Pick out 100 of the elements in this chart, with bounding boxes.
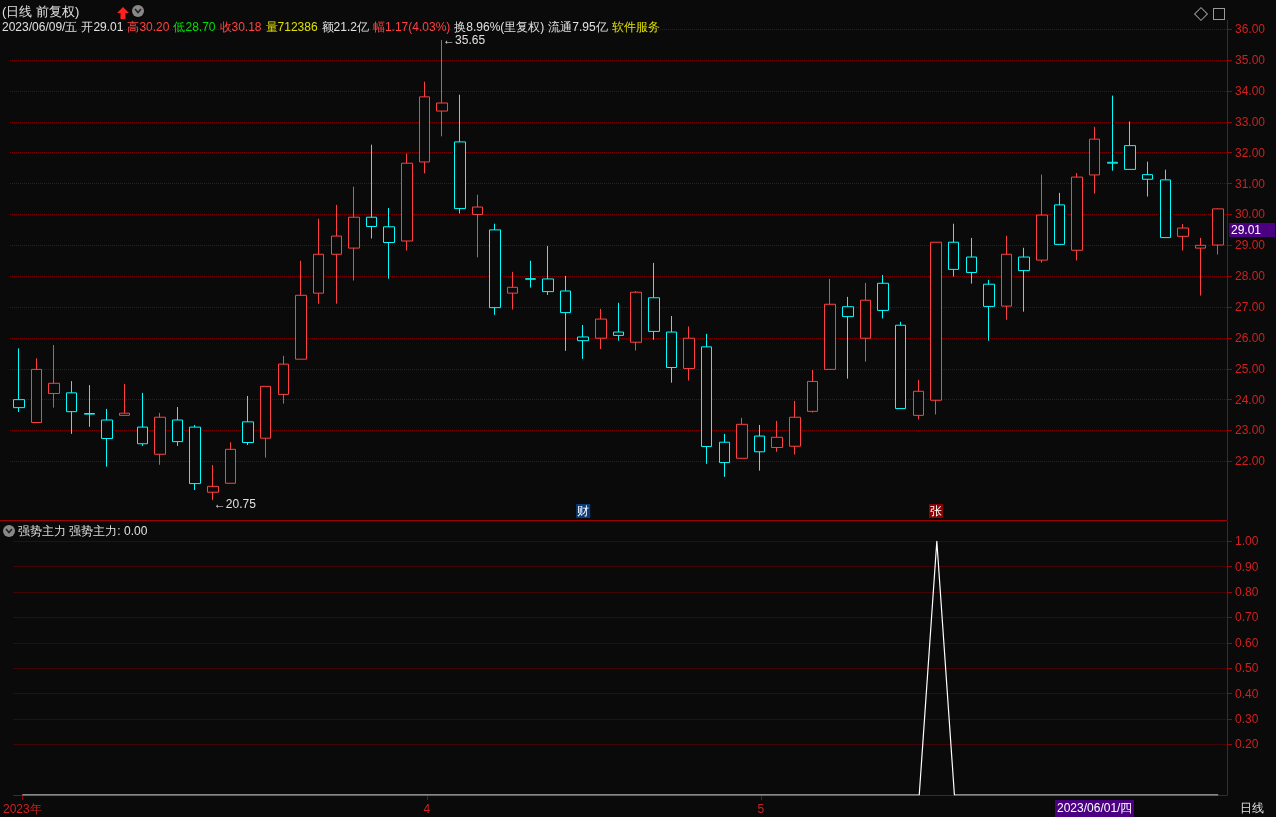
candlestick: [860, 282, 871, 363]
candlestick: [454, 94, 466, 215]
candlestick: [242, 395, 254, 446]
text: 2023/06/01/四: [1055, 800, 1135, 817]
candlestick: [542, 245, 554, 296]
candlestick: [525, 260, 536, 289]
candlestick: [789, 400, 801, 456]
candlestick: [48, 344, 60, 409]
y-tick-label: 22.00: [1235, 454, 1266, 469]
candlestick: [313, 218, 324, 305]
candlestick: [613, 302, 624, 342]
candlestick: [401, 153, 413, 252]
candlestick: [31, 357, 42, 423]
annotation: 量712386: [265, 19, 318, 36]
annotation: 幅1.17(4.03%): [372, 19, 451, 35]
candlestick: [260, 385, 271, 459]
candlestick: [1018, 247, 1030, 313]
candlestick: [383, 207, 395, 280]
y-tick-label: 0.20: [1235, 737, 1259, 752]
candlestick: [824, 278, 836, 370]
candlestick: [101, 408, 113, 468]
y-tick-label: 0.70: [1235, 610, 1259, 625]
candlestick: [560, 275, 571, 352]
candlestick: [771, 420, 783, 453]
candlestick: [1107, 95, 1118, 172]
candlestick: [754, 424, 765, 472]
x-tick-label: 4: [423, 802, 431, 816]
chart-title: (日线 前复权): [2, 3, 80, 21]
y-tick-label: 0.50: [1235, 661, 1259, 676]
y-tick-label: 26.00: [1235, 330, 1266, 345]
x-tick-label: 5: [757, 802, 765, 816]
annotation: 张: [929, 504, 942, 518]
candlestick: [66, 380, 77, 435]
candlestick: [895, 321, 906, 410]
y-tick-label: 0.40: [1235, 686, 1259, 701]
y-tick-label: 28.00: [1235, 269, 1266, 284]
candlestick: [877, 274, 889, 319]
candlestick: [1054, 192, 1065, 245]
candlestick: [719, 433, 730, 478]
candlestick: [983, 279, 995, 342]
text: 29.01: [1231, 223, 1262, 237]
y-tick-label: 32.00: [1235, 145, 1266, 160]
candlestick: [930, 241, 942, 415]
y-tick-label: 0.80: [1235, 585, 1259, 600]
y-tick-label: 1.00: [1235, 534, 1259, 549]
y-tick-label: 34.00: [1235, 83, 1266, 98]
candlestick: [630, 290, 642, 352]
candlestick: [419, 81, 430, 174]
text: 日线: [1240, 800, 1264, 817]
annotation: 2023/06/09/五: [2, 19, 78, 36]
candlestick: [913, 379, 924, 420]
annotation: 软件服务: [611, 19, 660, 36]
candlestick: [1001, 235, 1012, 321]
candlestick: [13, 347, 25, 413]
y-tick-label: 30.00: [1235, 207, 1266, 222]
candlestick: [507, 271, 518, 311]
candlestick: [948, 223, 959, 277]
candlestick: [683, 325, 695, 381]
y-tick-label: 25.00: [1235, 361, 1266, 376]
annotation: 额21.2亿: [321, 19, 369, 36]
candlestick: [666, 315, 677, 384]
y-tick-label: 23.00: [1235, 423, 1266, 438]
candlestick: [1212, 207, 1224, 256]
candlestick: [119, 383, 130, 416]
annotation: 低28.70: [173, 19, 216, 36]
candlestick: [966, 237, 977, 285]
candlestick: [842, 296, 854, 380]
candlestick: [137, 392, 148, 447]
y-tick-label: 0.60: [1235, 635, 1259, 650]
y-tick-label: 24.00: [1235, 392, 1266, 407]
annotation: 收30.18: [219, 19, 262, 36]
annotation: 换8.96%(里复权): [454, 19, 545, 35]
annotation: 流通7.95亿: [548, 19, 608, 36]
annotation: 强势主力: 0.00: [69, 524, 148, 538]
y-tick-label: 33.00: [1235, 114, 1266, 129]
candlestick: [154, 412, 166, 466]
candlestick: [1124, 121, 1136, 170]
candlestick: [366, 144, 377, 240]
y-tick-label: 0.30: [1235, 711, 1259, 726]
candlestick: [1195, 237, 1206, 297]
y-tick-label: 27.00: [1235, 300, 1266, 315]
y-tick-label: 0.90: [1235, 559, 1259, 574]
candlestick: [648, 262, 660, 341]
candlestick: [225, 441, 236, 484]
candlestick: [1071, 172, 1083, 261]
annotation: ←35.65: [443, 33, 486, 48]
annotation: ←20.75: [213, 496, 257, 511]
candlestick: [489, 223, 501, 316]
candlestick: [348, 186, 360, 281]
candlestick: [189, 424, 201, 491]
candlestick: [701, 333, 712, 465]
candlestick: [1036, 174, 1048, 264]
chart-title: 强势主力: [18, 524, 66, 538]
y-tick-label: 29.00: [1235, 238, 1266, 253]
candlestick: [278, 355, 289, 405]
candlestick: [84, 384, 95, 428]
annotation: 开29.01: [81, 19, 124, 36]
candlestick: [472, 194, 483, 258]
candlestick: [807, 369, 818, 414]
annotation: 高30.20: [127, 19, 170, 36]
